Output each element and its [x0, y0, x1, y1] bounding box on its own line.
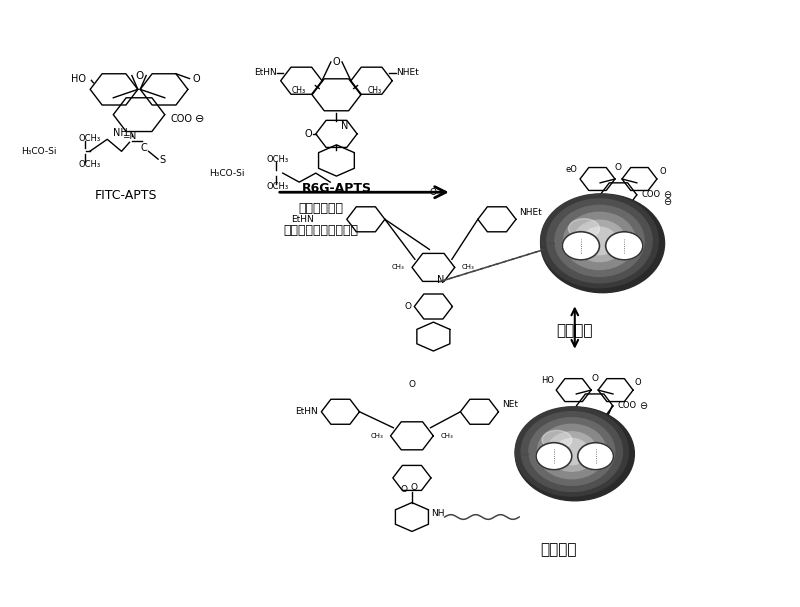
Text: CH₃: CH₃ [370, 433, 383, 439]
Text: O: O [615, 163, 622, 172]
Text: COO: COO [170, 115, 192, 124]
Text: ⊖: ⊖ [663, 190, 671, 200]
Text: EtHN: EtHN [291, 215, 314, 224]
Text: C: C [141, 143, 147, 154]
Text: O: O [430, 188, 437, 197]
Text: ⊖: ⊖ [195, 115, 205, 124]
Text: COO: COO [641, 191, 660, 199]
Text: NHEt: NHEt [519, 208, 542, 217]
Text: =N: =N [122, 132, 136, 141]
Text: 碱性条件: 碱性条件 [557, 323, 593, 338]
Text: CH₃: CH₃ [462, 265, 474, 270]
Text: O: O [135, 70, 143, 81]
Ellipse shape [555, 205, 644, 276]
Text: O: O [659, 166, 666, 175]
Ellipse shape [515, 407, 634, 501]
Text: NHEt: NHEt [396, 69, 419, 78]
Text: EtHN: EtHN [254, 69, 277, 78]
Text: OCH₃: OCH₃ [78, 134, 101, 143]
Text: O: O [634, 378, 642, 387]
Text: O: O [193, 75, 200, 84]
Text: OCH₃: OCH₃ [267, 155, 289, 164]
Text: ⊖: ⊖ [639, 401, 647, 411]
Ellipse shape [555, 438, 589, 464]
Text: N: N [437, 276, 445, 285]
Text: eO: eO [566, 165, 578, 174]
Text: CH₃: CH₃ [441, 433, 454, 439]
Text: NH: NH [113, 127, 128, 138]
Text: NEt: NEt [502, 400, 518, 409]
Ellipse shape [569, 219, 599, 239]
Text: O: O [401, 485, 408, 494]
Text: 四乙氧基硅烷: 四乙氧基硅烷 [298, 203, 343, 215]
Ellipse shape [521, 412, 622, 492]
Ellipse shape [563, 212, 635, 270]
Text: O: O [333, 57, 340, 67]
Circle shape [578, 443, 614, 470]
Text: R6G-APTS: R6G-APTS [302, 182, 371, 195]
Text: CH₃: CH₃ [392, 265, 405, 270]
Text: NH: NH [431, 509, 445, 518]
Text: H₃CO-Si: H₃CO-Si [21, 147, 57, 156]
Ellipse shape [542, 430, 572, 449]
Text: FITC-APTS: FITC-APTS [94, 189, 157, 202]
Text: COO: COO [618, 401, 636, 410]
Text: N: N [341, 121, 348, 131]
Ellipse shape [547, 199, 652, 283]
Text: CH₃: CH₃ [367, 86, 382, 95]
Text: CH₃: CH₃ [291, 86, 306, 95]
Ellipse shape [574, 220, 626, 262]
Ellipse shape [541, 194, 665, 293]
Text: HO: HO [71, 74, 86, 84]
Ellipse shape [582, 227, 617, 255]
Text: O: O [591, 374, 598, 382]
Text: O: O [304, 129, 312, 139]
Ellipse shape [538, 424, 606, 479]
Ellipse shape [541, 194, 658, 288]
Text: S: S [160, 155, 166, 165]
Text: OCH₃: OCH₃ [267, 182, 289, 191]
Text: 十六烷基三甲基渴化訡: 十六烷基三甲基渴化訡 [283, 225, 358, 237]
Text: O: O [410, 483, 418, 492]
Text: EtHN: EtHN [294, 407, 318, 416]
Circle shape [606, 232, 643, 260]
Text: OCH₃: OCH₃ [78, 160, 101, 169]
Text: H₃CO-Si: H₃CO-Si [209, 169, 245, 178]
Text: O: O [409, 380, 415, 389]
Text: ⊖: ⊖ [663, 197, 671, 207]
Ellipse shape [515, 407, 629, 496]
Text: HO: HO [542, 376, 554, 385]
Circle shape [562, 232, 599, 260]
Circle shape [536, 443, 572, 470]
Text: 酸性条件: 酸性条件 [541, 543, 577, 558]
Text: O: O [404, 302, 411, 311]
Ellipse shape [546, 432, 597, 471]
Ellipse shape [529, 418, 614, 485]
